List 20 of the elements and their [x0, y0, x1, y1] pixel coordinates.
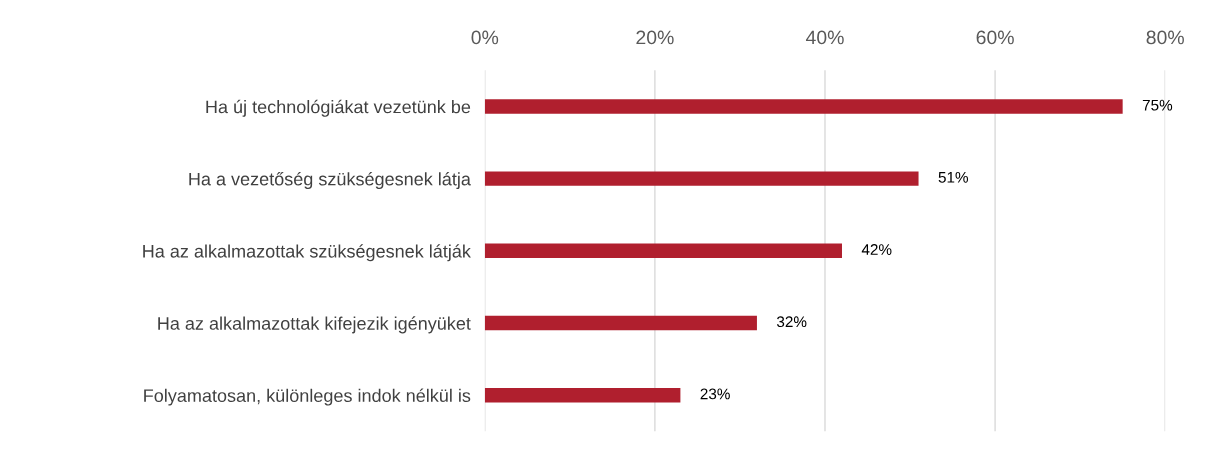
data-label: 32% [776, 316, 807, 328]
y-tick-label: Ha az alkalmazottak kifejezik igényüket [158, 316, 471, 334]
x-tick-label: 0% [471, 30, 499, 45]
y-tick-label: Ha a vezetőség szükségesnek látja [189, 172, 471, 190]
data-label: 42% [861, 244, 892, 255]
y-tick-label: Ha az alkalmazottak szükségesnek látják [143, 244, 471, 262]
y-tick-label: Folyamatosan, különleges indok nélkül is [144, 388, 471, 406]
data-label: 75% [1142, 99, 1173, 111]
data-label: 51% [938, 172, 969, 183]
bar [484, 171, 919, 186]
x-tick-label: 60% [976, 30, 1014, 45]
x-tick-label: 20% [636, 30, 674, 45]
y-tick-label: Ha új technológiákat vezetünk be [206, 99, 471, 117]
bar [484, 243, 842, 259]
bar [484, 387, 681, 403]
bar [484, 99, 1123, 114]
x-tick-label: 80% [1146, 30, 1184, 45]
bar [484, 315, 757, 331]
data-label: 23% [700, 388, 730, 400]
x-tick-label: 40% [805, 30, 844, 45]
